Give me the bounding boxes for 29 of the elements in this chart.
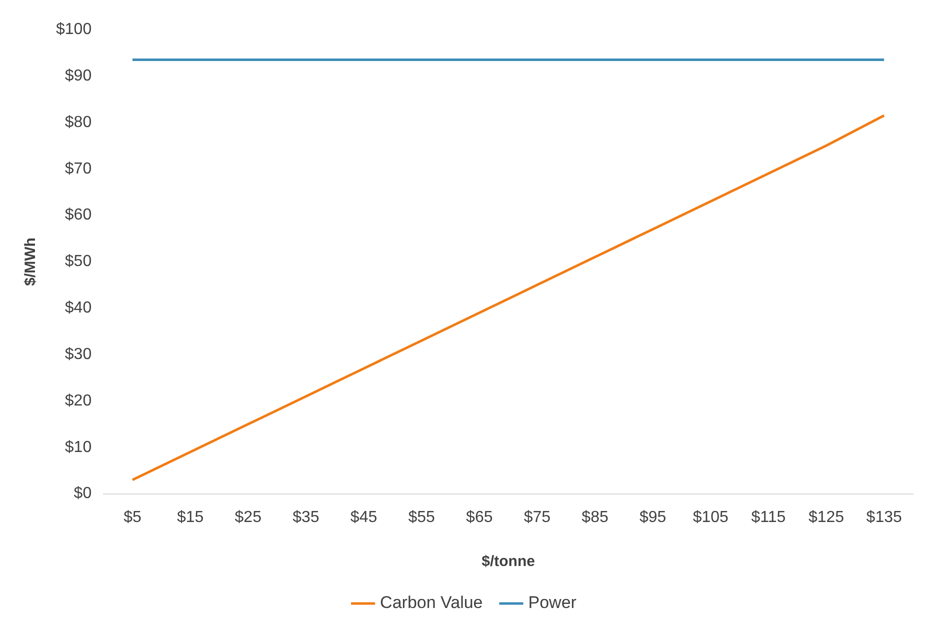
x-tick-label: $85 — [582, 508, 608, 526]
x-tick-label: $5 — [124, 508, 142, 526]
y-tick-label: $100 — [56, 21, 92, 38]
y-tick-label: $80 — [64, 114, 92, 131]
y-tick-label: $10 — [64, 438, 92, 456]
y-tick-label: $0 — [74, 485, 92, 502]
legend-label: Carbon Value — [380, 593, 483, 612]
x-tick-label: $15 — [176, 508, 204, 526]
y-tick-label: $90 — [64, 67, 92, 84]
x-tick-label: $35 — [292, 508, 320, 526]
legend-label: Power — [528, 593, 577, 612]
x-tick-label: $55 — [408, 508, 436, 526]
y-tick-label: $50 — [64, 253, 92, 270]
x-tick-label: $105 — [692, 508, 729, 526]
y-tick-label: $60 — [64, 206, 92, 224]
x-tick-label: $115 — [751, 508, 786, 526]
y-tick-label: $30 — [64, 346, 92, 363]
x-tick-label: $95 — [639, 508, 666, 526]
x-tick-label: $45 — [350, 508, 378, 526]
x-tick-label: $65 — [466, 508, 493, 526]
x-tick-label: $75 — [524, 508, 551, 526]
y-tick-label: $40 — [64, 300, 92, 317]
y-tick-label: $70 — [64, 160, 92, 178]
x-axis-title: $/tonne — [482, 553, 535, 570]
y-tick-label: $20 — [64, 392, 92, 410]
x-tick-label: $125 — [808, 508, 844, 526]
y-axis-title: $/MWh — [22, 238, 40, 286]
x-tick-label: $25 — [234, 508, 262, 526]
x-tick-label: $135 — [866, 508, 902, 526]
